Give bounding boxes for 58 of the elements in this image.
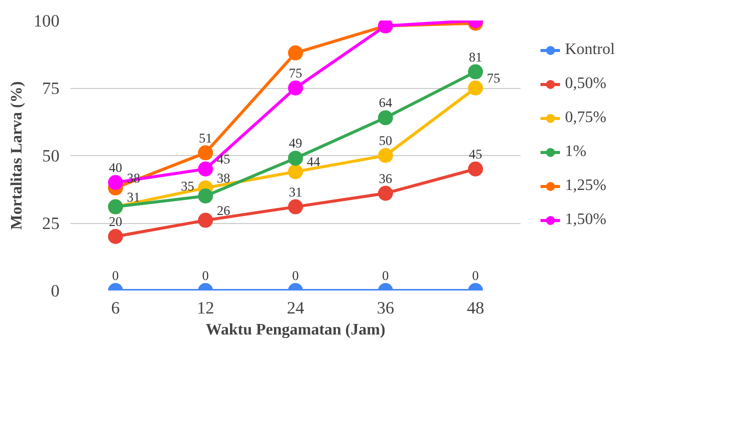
point [468,162,483,176]
point [468,80,483,96]
point [198,188,213,204]
legend-label: 1,25% [565,177,606,195]
legend-label: Kontrol [565,41,615,59]
data-label: 35 [180,178,194,194]
point [288,164,303,180]
point [378,110,393,126]
x-tick-label: 6 [111,298,120,318]
data-label: 31 [288,184,302,200]
y-tick-label: 75 [42,79,60,98]
x-axis-title: Waktu Pengamatan (Jam) [206,322,386,338]
point [378,148,393,163]
data-label: 81 [468,49,482,64]
y-tick-label: 25 [42,214,60,233]
x-tick-label: 24 [286,298,304,318]
x-tick-label: 12 [196,298,214,318]
point [108,175,123,190]
point [288,45,303,60]
data-label: 44 [306,154,320,170]
y-tick-label: 50 [42,146,60,166]
data-label: 36 [378,170,392,186]
data-label: 64 [378,95,392,110]
data-label: 0 [202,268,210,283]
data-label: 75 [486,70,500,86]
legend-label: 1,50% [565,211,606,229]
data-label: 0 [382,268,390,283]
y-axis-title: Mortalitas Larva (%) [8,81,26,230]
data-label: 26 [216,202,230,218]
data-label: 38 [216,170,230,186]
data-label: 31 [126,189,140,204]
data-label: 40 [108,160,122,175]
legend-label: 0,50% [565,75,606,93]
data-label: 75 [288,66,302,80]
x-tick-label: 48 [466,298,484,318]
point [198,212,213,228]
data-label: 0 [472,268,480,283]
point [108,229,123,244]
point [288,80,303,96]
data-label: 51 [198,130,212,146]
point [198,162,213,176]
data-label: 49 [288,136,302,151]
x-tick-label: 36 [376,298,394,318]
data-label: 50 [378,133,392,148]
legend-label: 1% [565,143,586,161]
point [288,150,303,166]
point [468,64,483,80]
y-tick-label: 100 [34,12,60,30]
data-label: 0 [112,268,120,283]
data-label: 45 [216,152,230,166]
data-label: 20 [108,214,122,229]
point [288,199,303,214]
legend-label: 0,75% [565,109,606,127]
y-tick-label: 0 [50,282,60,300]
point [198,145,213,160]
point [378,186,393,201]
data-label: 0 [292,268,300,283]
data-label: 45 [468,146,482,162]
